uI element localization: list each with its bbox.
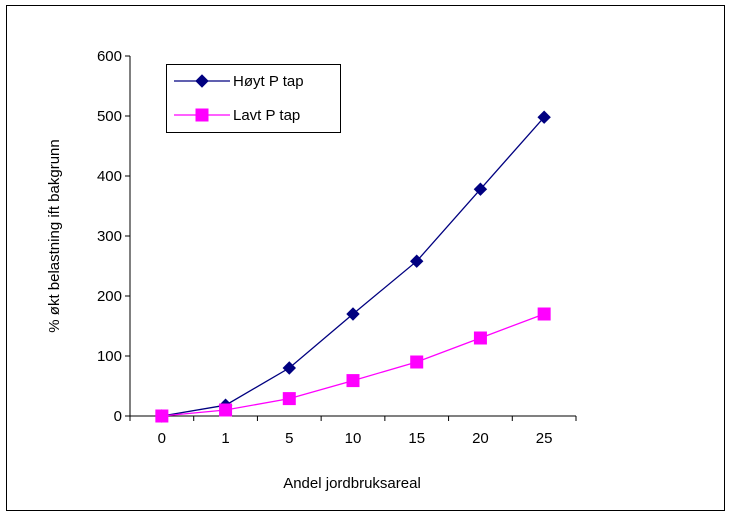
data-point	[473, 182, 488, 196]
series-layer	[155, 110, 551, 423]
legend-label: Høyt P tap	[233, 73, 304, 90]
y-tick-label: 500	[97, 108, 122, 125]
data-point	[410, 254, 424, 268]
data-point	[155, 409, 169, 423]
data-point	[282, 392, 296, 406]
legend-item-2: Lavt P tap	[174, 107, 300, 124]
legend-marker	[195, 108, 209, 122]
x-tick-label: 20	[472, 430, 489, 447]
x-tick-label: 5	[285, 430, 293, 447]
data-point	[346, 307, 360, 321]
x-tick-label: 15	[408, 430, 425, 447]
data-point	[410, 355, 424, 369]
legend-item-1: Høyt P tap	[174, 73, 304, 90]
x-axis-ticks: 0 1 5 10 15 20 25	[129, 416, 577, 447]
legend-marker	[195, 74, 209, 88]
data-point	[219, 403, 233, 417]
data-point	[346, 374, 360, 388]
y-tick-label: 0	[114, 408, 122, 425]
data-point	[473, 331, 487, 345]
x-tick-label: 25	[536, 430, 553, 447]
y-tick-label: 100	[97, 348, 122, 365]
chart-area-border	[6, 5, 725, 511]
series-2	[155, 307, 551, 423]
data-point	[537, 307, 551, 321]
data-point	[537, 110, 551, 124]
y-axis-ticks: 0 100 200 300 400 500 600	[97, 48, 130, 425]
y-axis-title: % økt belastning ift bakgrunn	[46, 139, 63, 332]
x-tick-label: 10	[345, 430, 362, 447]
legend: Høyt P tap Lavt P tap	[166, 64, 341, 133]
data-point	[282, 361, 296, 375]
x-tick-label: 1	[221, 430, 229, 447]
x-tick-label: 0	[158, 430, 166, 447]
y-tick-label: 600	[97, 48, 122, 65]
y-tick-label: 200	[97, 288, 122, 305]
legend-label: Lavt P tap	[233, 107, 300, 124]
x-axis-title: Andel jordbruksareal	[283, 475, 421, 492]
y-tick-label: 300	[97, 228, 122, 245]
y-tick-label: 400	[97, 168, 122, 185]
